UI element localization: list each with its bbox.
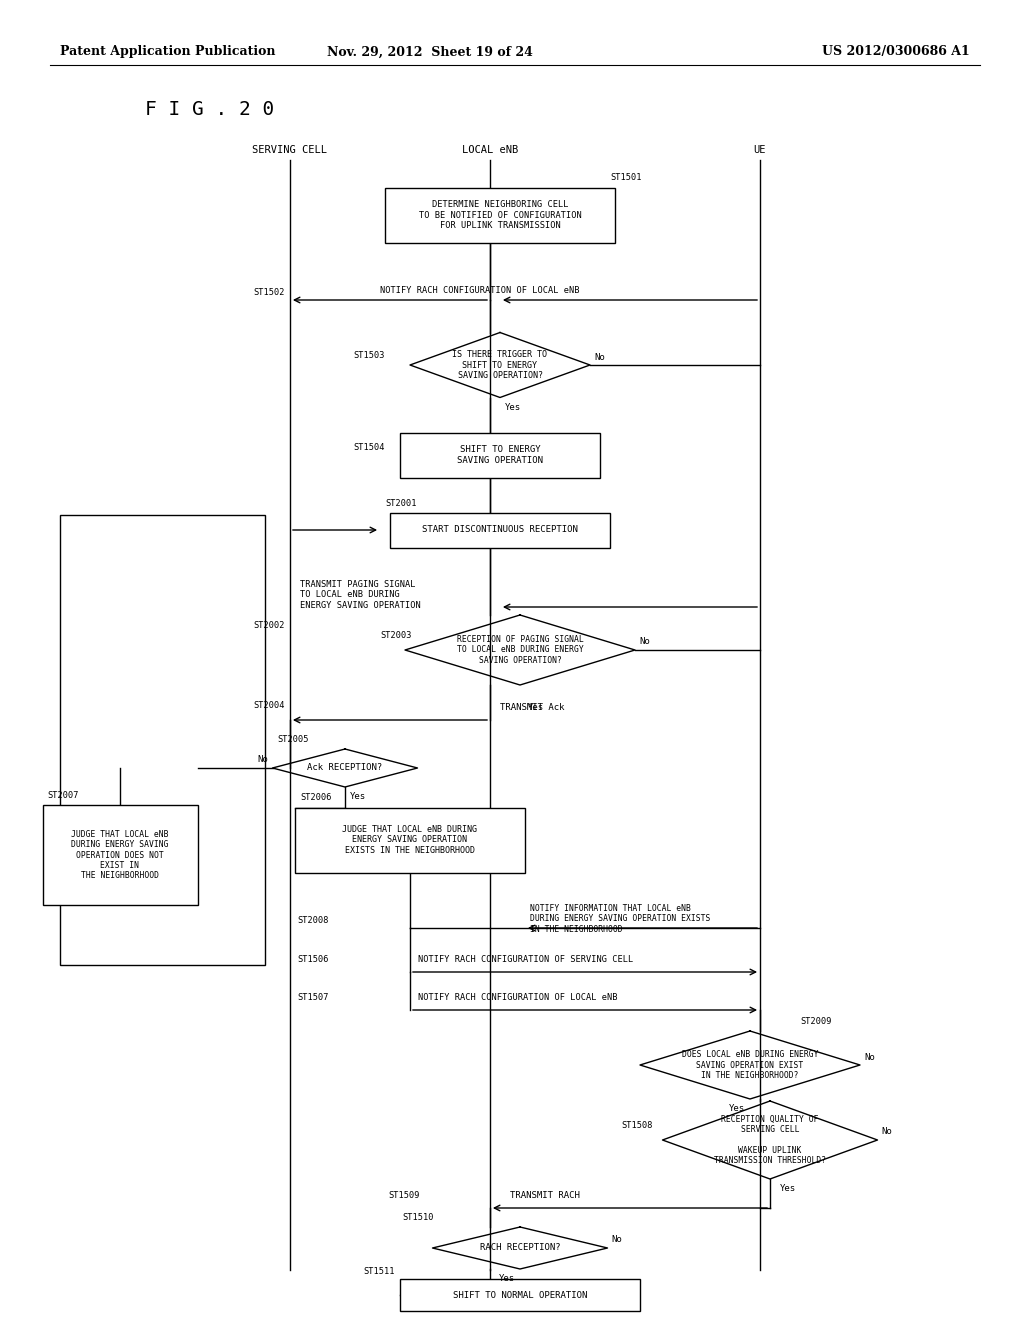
Text: ST1508: ST1508 (621, 1121, 652, 1130)
Text: TRANSMIT PAGING SIGNAL
TO LOCAL eNB DURING
ENERGY SAVING OPERATION: TRANSMIT PAGING SIGNAL TO LOCAL eNB DURI… (300, 579, 421, 610)
Text: F I G . 2 0: F I G . 2 0 (145, 100, 274, 119)
Text: Ack RECEPTION?: Ack RECEPTION? (307, 763, 383, 772)
FancyBboxPatch shape (400, 433, 600, 478)
Text: ST2005: ST2005 (278, 735, 309, 744)
Text: Patent Application Publication: Patent Application Publication (60, 45, 275, 58)
Text: RACH RECEPTION?: RACH RECEPTION? (479, 1243, 560, 1253)
Text: Yes: Yes (528, 704, 544, 711)
Text: DOES LOCAL eNB DURING ENERGY
SAVING OPERATION EXIST
IN THE NEIGHBORHOOD?: DOES LOCAL eNB DURING ENERGY SAVING OPER… (682, 1051, 818, 1080)
Text: No: No (639, 638, 650, 647)
Text: NOTIFY RACH CONFIGURATION OF LOCAL eNB: NOTIFY RACH CONFIGURATION OF LOCAL eNB (380, 286, 580, 294)
Text: NOTIFY INFORMATION THAT LOCAL eNB
DURING ENERGY SAVING OPERATION EXISTS
IN THE N: NOTIFY INFORMATION THAT LOCAL eNB DURING… (530, 904, 711, 933)
Text: Yes: Yes (499, 1274, 515, 1283)
Text: SHIFT TO NORMAL OPERATION: SHIFT TO NORMAL OPERATION (453, 1291, 587, 1299)
Text: START DISCONTINUOUS RECEPTION: START DISCONTINUOUS RECEPTION (422, 525, 578, 535)
Text: SERVING CELL: SERVING CELL (253, 145, 328, 154)
Text: Nov. 29, 2012  Sheet 19 of 24: Nov. 29, 2012 Sheet 19 of 24 (327, 45, 532, 58)
Text: No: No (258, 755, 268, 764)
Text: ST2006: ST2006 (300, 793, 332, 803)
Text: ST2001: ST2001 (385, 499, 417, 507)
Text: RECEPTION QUALITY OF
SERVING CELL

WAKEUP UPLINK
TRANSMISSION THRESHOLD?: RECEPTION QUALITY OF SERVING CELL WAKEUP… (714, 1114, 826, 1166)
Text: SHIFT TO ENERGY
SAVING OPERATION: SHIFT TO ENERGY SAVING OPERATION (457, 445, 543, 465)
Text: DETERMINE NEIGHBORING CELL
TO BE NOTIFIED OF CONFIGURATION
FOR UPLINK TRANSMISSI: DETERMINE NEIGHBORING CELL TO BE NOTIFIE… (419, 201, 582, 230)
Text: ST2008: ST2008 (297, 916, 329, 925)
Text: ST2002: ST2002 (254, 620, 285, 630)
Text: ST1507: ST1507 (297, 993, 329, 1002)
Text: Yes: Yes (505, 403, 521, 412)
Text: Yes: Yes (729, 1104, 745, 1113)
Text: No: No (864, 1052, 874, 1061)
Text: ST2004: ST2004 (254, 701, 285, 710)
Text: ST1510: ST1510 (402, 1213, 434, 1222)
Text: NOTIFY RACH CONFIGURATION OF SERVING CELL: NOTIFY RACH CONFIGURATION OF SERVING CEL… (418, 954, 633, 964)
Text: ST1506: ST1506 (297, 954, 329, 964)
Text: Yes: Yes (350, 792, 367, 801)
Text: No: No (611, 1236, 623, 1245)
Text: UE: UE (754, 145, 766, 154)
Text: LOCAL eNB: LOCAL eNB (462, 145, 518, 154)
Text: NOTIFY RACH CONFIGURATION OF LOCAL eNB: NOTIFY RACH CONFIGURATION OF LOCAL eNB (418, 993, 617, 1002)
FancyBboxPatch shape (60, 515, 265, 965)
Text: No: No (882, 1127, 892, 1137)
Text: No: No (594, 352, 605, 362)
FancyBboxPatch shape (390, 512, 610, 548)
FancyBboxPatch shape (385, 187, 615, 243)
Text: ST1501: ST1501 (610, 173, 641, 182)
FancyBboxPatch shape (400, 1279, 640, 1311)
Text: ST1511: ST1511 (364, 1267, 395, 1276)
Text: ST2007: ST2007 (47, 791, 79, 800)
Text: ST1509: ST1509 (388, 1191, 420, 1200)
Text: ST1502: ST1502 (254, 288, 285, 297)
Text: ST1503: ST1503 (353, 351, 385, 359)
Text: ST1504: ST1504 (353, 442, 385, 451)
Text: ST2003: ST2003 (380, 631, 412, 639)
Text: TRANSMIT RACH: TRANSMIT RACH (510, 1191, 580, 1200)
FancyBboxPatch shape (43, 805, 198, 906)
Text: RECEPTION OF PAGING SIGNAL
TO LOCAL eNB DURING ENERGY
SAVING OPERATION?: RECEPTION OF PAGING SIGNAL TO LOCAL eNB … (457, 635, 584, 665)
FancyBboxPatch shape (295, 808, 525, 873)
Text: JUDGE THAT LOCAL eNB
DURING ENERGY SAVING
OPERATION DOES NOT
EXIST IN
THE NEIGHB: JUDGE THAT LOCAL eNB DURING ENERGY SAVIN… (72, 830, 169, 880)
Text: Yes: Yes (780, 1184, 796, 1193)
Text: JUDGE THAT LOCAL eNB DURING
ENERGY SAVING OPERATION
EXISTS IN THE NEIGHBORHOOD: JUDGE THAT LOCAL eNB DURING ENERGY SAVIN… (342, 825, 477, 855)
Text: US 2012/0300686 A1: US 2012/0300686 A1 (822, 45, 970, 58)
Text: ST2009: ST2009 (800, 1016, 831, 1026)
Text: IS THERE TRIGGER TO
SHIFT TO ENERGY
SAVING OPERATION?: IS THERE TRIGGER TO SHIFT TO ENERGY SAVI… (453, 350, 548, 380)
Text: TRANSMIT Ack: TRANSMIT Ack (500, 704, 564, 711)
